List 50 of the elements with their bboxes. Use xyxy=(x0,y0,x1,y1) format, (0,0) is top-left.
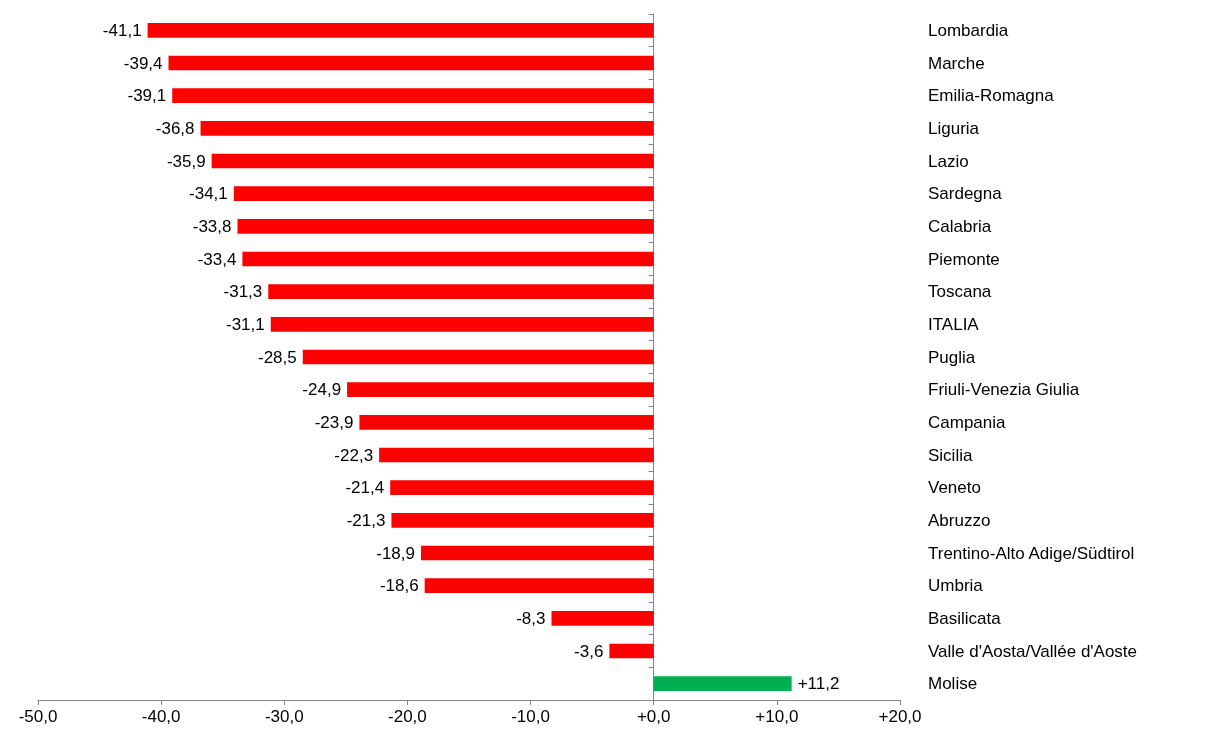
y-tick-label: Marche xyxy=(928,53,985,73)
y-tick-label: Toscana xyxy=(928,282,992,302)
data-label: -33,4 xyxy=(197,249,237,269)
data-label: -39,1 xyxy=(127,86,167,106)
data-label: -22,3 xyxy=(334,445,374,465)
x-tick-label: -10,0 xyxy=(511,707,550,726)
data-label: -21,3 xyxy=(346,510,386,530)
data-label: -28,5 xyxy=(258,347,297,367)
data-label: -18,9 xyxy=(376,543,415,563)
y-tick-label: Abruzzo xyxy=(928,510,991,530)
y-tick-label: Puglia xyxy=(928,347,976,367)
y-tick-label: Valle d'Aosta/Vallée d'Aoste xyxy=(928,641,1138,661)
y-tick-label: Veneto xyxy=(928,478,981,498)
data-label: -36,8 xyxy=(155,118,195,138)
data-label: -24,9 xyxy=(302,380,342,400)
data-label: -31,3 xyxy=(223,282,263,302)
x-tick-label: -50,0 xyxy=(18,707,58,726)
data-label: -33,8 xyxy=(192,216,232,236)
y-tick-label: ITALIA xyxy=(928,314,980,334)
y-tick-label: Campania xyxy=(928,412,1007,432)
y-tick-label: Lombardia xyxy=(928,20,1009,40)
y-tick-label: Emilia-Romagna xyxy=(928,86,1055,106)
y-tick-label: Friuli-Venezia Giulia xyxy=(928,380,1080,400)
data-label: -35,9 xyxy=(166,151,206,171)
y-tick-label: Sicilia xyxy=(928,445,973,465)
data-label: -34,1 xyxy=(189,184,228,204)
data-label: -3,6 xyxy=(574,641,604,661)
data-label: -31,1 xyxy=(225,314,265,334)
data-label: -39,4 xyxy=(123,53,163,73)
y-tick-label: Basilicata xyxy=(928,608,1002,628)
data-label: +11,2 xyxy=(797,674,840,694)
data-label: -21,4 xyxy=(345,478,385,498)
x-tick-label: +20,0 xyxy=(878,707,922,726)
data-label: -23,9 xyxy=(314,412,354,432)
data-label: -8,3 xyxy=(516,608,546,628)
y-tick-label: Sardegna xyxy=(928,184,1003,204)
x-tick-label: +0,0 xyxy=(636,707,671,726)
y-tick-label: Lazio xyxy=(928,151,969,171)
data-label: -41,1 xyxy=(102,20,142,40)
x-tick-label: -20,0 xyxy=(388,707,427,726)
x-tick-label: -30,0 xyxy=(264,707,304,726)
y-tick-label: Molise xyxy=(928,674,978,694)
y-tick-label: Umbria xyxy=(928,576,984,596)
x-tick-label: +10,0 xyxy=(755,707,799,726)
y-tick-label: Trentino-Alto Adige/Südtirol xyxy=(928,543,1135,563)
data-label: -18,6 xyxy=(379,576,419,596)
x-tick-label: -40,0 xyxy=(141,707,181,726)
y-tick-label: Liguria xyxy=(928,118,980,138)
y-tick-label: Calabria xyxy=(928,216,992,236)
y-tick-label: Piemonte xyxy=(928,249,1000,269)
